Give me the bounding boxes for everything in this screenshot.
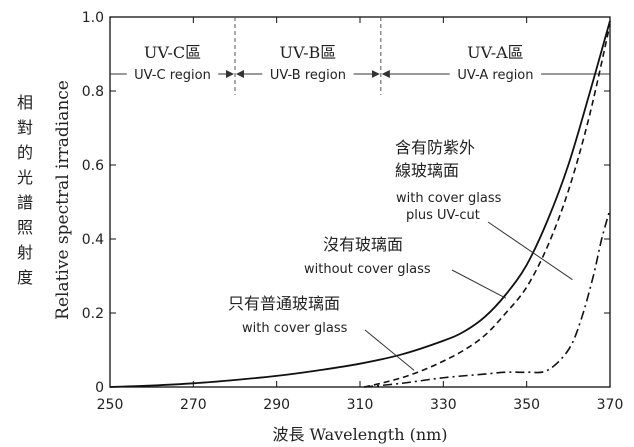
annotation-uv-cut-line3: with cover glass: [396, 191, 502, 206]
y-tick-label: 0.8: [82, 84, 104, 100]
y-tick-label: 0: [95, 380, 104, 396]
x-axis-title: 波長 Wavelength (nm): [272, 425, 447, 444]
y-axis-title-en: Relative spectral irradiance: [53, 80, 73, 320]
annotation-uv-cut-line4: plus UV-cut: [406, 208, 480, 223]
annotation-no-glass-line2: without cover glass: [304, 262, 431, 277]
series-line-dashdot: [364, 209, 611, 388]
region-title: UV-C區: [144, 43, 201, 62]
x-tick-label: 310: [347, 397, 374, 413]
y-axis-title-zh-char: 的: [17, 143, 33, 162]
annotation-uv-cut-line2: 線玻璃面: [395, 161, 459, 180]
region-label: UV-A region: [457, 68, 533, 83]
y-tick-label: 0.6: [82, 158, 104, 174]
x-tick-label: 250: [97, 397, 124, 413]
x-tick-label: 370: [597, 397, 624, 413]
y-axis-title-zh-char: 射: [17, 243, 33, 262]
y-axis-title-zh-char: 相: [17, 93, 33, 112]
region-title: UV-A區: [467, 43, 524, 62]
y-axis-title-zh-char: 度: [17, 268, 33, 287]
x-tick-label: 330: [430, 397, 457, 413]
annotation-no-glass-line1: 沒有玻璃面: [323, 235, 403, 254]
x-tick-label: 350: [513, 397, 540, 413]
annotation-leader: [487, 221, 573, 281]
annotation-no-glass: 沒有玻璃面 without cover glass: [304, 235, 431, 277]
annotation-glass: 只有普通玻璃面 with cover glass: [228, 294, 348, 336]
x-tick-label: 270: [180, 397, 207, 413]
annotation-leader: [364, 329, 415, 371]
annotation-uv-cut: 含有防紫外 線玻璃面 with cover glass plus UV-cut: [395, 138, 502, 223]
region-label: UV-C region: [134, 68, 211, 83]
annotation-glass-line2: with cover glass: [242, 321, 348, 336]
annotation-glass-line1: 只有普通玻璃面: [228, 294, 340, 313]
x-tick-label: 290: [263, 397, 290, 413]
series-line-solid: [109, 20, 611, 388]
y-tick-label: 1.0: [82, 10, 104, 26]
y-tick-label: 0.4: [82, 232, 104, 248]
annotation-leader: [451, 269, 507, 299]
series-line-dashed: [363, 24, 611, 388]
y-axis-title-zh-char: 譜: [17, 193, 33, 212]
region-label: UV-B region: [270, 68, 346, 83]
y-axis-title-zh-char: 光: [17, 168, 33, 187]
y-axis-title-zh-char: 照: [17, 218, 33, 237]
region-title: UV-B區: [280, 43, 337, 62]
y-tick-label: 0.2: [82, 306, 104, 322]
y-axis-title-zh-char: 對: [17, 118, 33, 137]
annotation-uv-cut-line1: 含有防紫外: [395, 138, 475, 157]
